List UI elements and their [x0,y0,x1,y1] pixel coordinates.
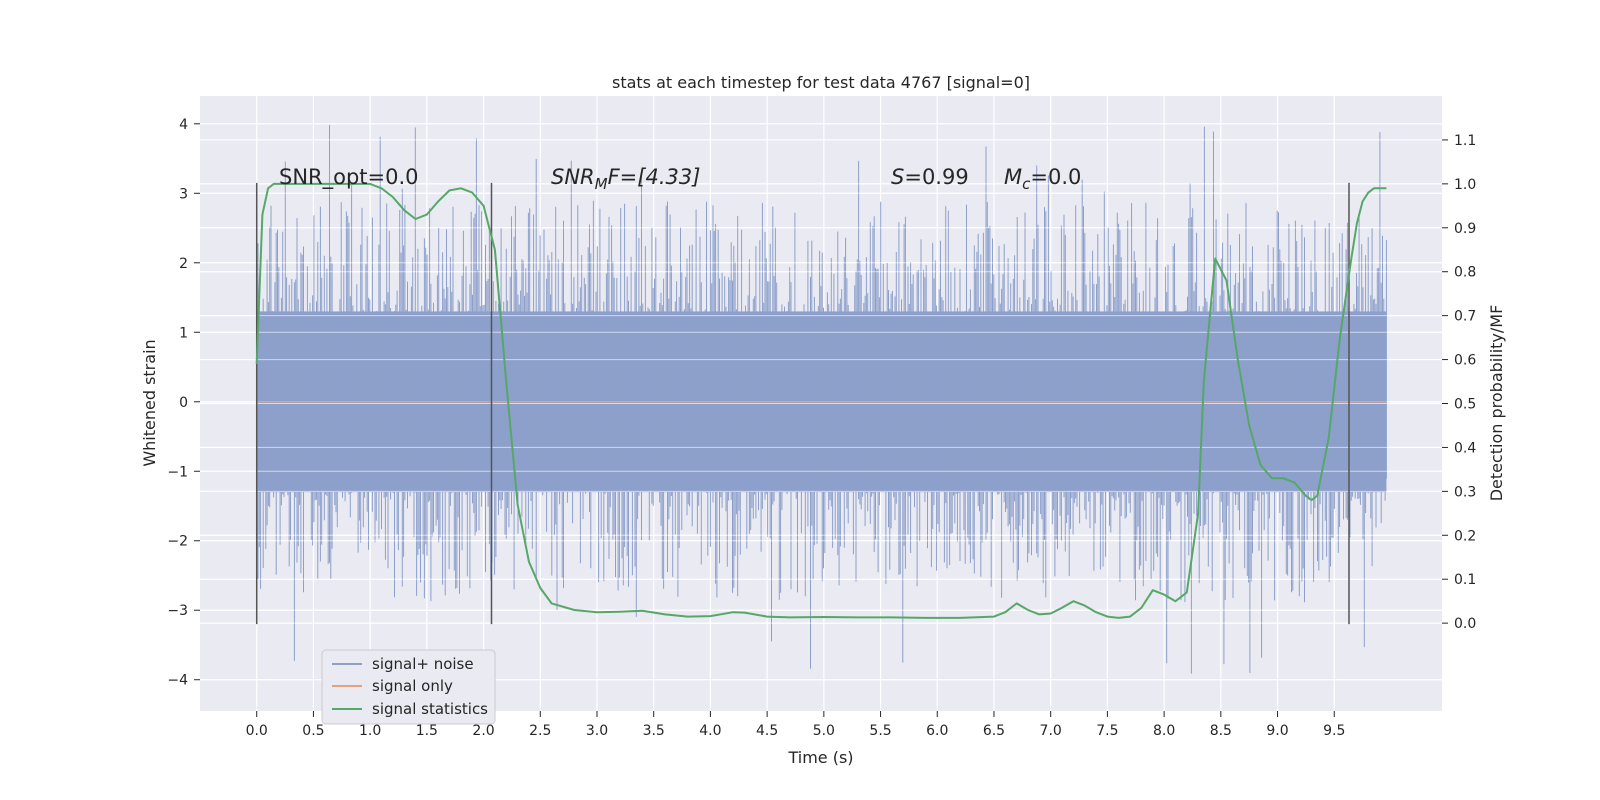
y-tick-label: −1 [167,464,188,480]
y-tick-labels: 4 3 2 1 0 −1 −2 −3 −4 [167,117,200,689]
x-tick-label: 1.5 [416,723,438,739]
annotation-s: S=0.99 [891,165,969,189]
x-tick-label: 8.5 [1210,723,1232,739]
x-tick-label: 6.0 [926,723,948,739]
x-tick-label: 5.0 [813,723,835,739]
x-tick-label: 9.5 [1323,723,1345,739]
right-y-axis-label: Detection probability/MF [1487,305,1506,502]
mc-base: M [1004,165,1022,189]
x-tick-label: 7.0 [1040,723,1062,739]
x-tick-label: 2.5 [529,723,551,739]
right-y-tick-label: 0.1 [1454,572,1476,588]
x-tick-label: 6.5 [983,723,1005,739]
x-tick-label: 3.0 [586,723,608,739]
right-y-tick-label: 0.5 [1454,397,1476,413]
right-y-tick-label: 0.0 [1454,616,1476,632]
right-y-tick-label: 1.1 [1454,133,1476,149]
x-tick-label: 0.0 [246,723,268,739]
x-tick-label: 7.5 [1096,723,1118,739]
annotation-mc: Mc=0.0 [1004,165,1081,193]
x-tick-label: 5.5 [869,723,891,739]
vertical-markers [255,182,1350,625]
y-tick-label: 3 [179,186,188,202]
legend-label-statistics: signal statistics [372,700,488,718]
x-tick-label: 0.5 [302,723,324,739]
mc-sub: c [1022,175,1031,193]
x-tick-label: 8.0 [1153,723,1175,739]
legend: signal+ noise signal only signal statist… [321,649,496,725]
right-y-tick-label: 0.9 [1454,221,1476,237]
chart-title: stats at each timestep for test data 476… [612,73,1030,92]
x-tick-label: 4.0 [699,723,721,739]
s-base: S [891,165,904,189]
legend-box [321,649,496,725]
right-y-tick-label: 0.7 [1454,309,1476,325]
x-axis-label: Time (s) [787,748,853,767]
y-tick-label: −4 [167,673,188,689]
right-y-tick-label: 0.6 [1454,353,1476,369]
right-y-tick-label: 0.3 [1454,484,1476,500]
y-tick-label: 4 [179,117,188,133]
right-y-tick-labels: 1.1 1.0 0.9 0.8 0.7 0.6 0.5 0.4 0.3 0.2 0.1 0.0 [1442,133,1476,632]
signal-statistics-line [255,182,1387,619]
x-tick-label: 3.5 [643,723,665,739]
x-tick-labels: 0.0 0.5 1.0 1.5 2.0 2.5 3.0 3.5 4.0 4.5 5.0 5.5 6.0 6… [246,711,1345,739]
snr-mf-base: SNR [551,165,595,189]
y-tick-label: −3 [167,603,188,619]
snr-mf-rest: F=[4.33] [608,165,701,189]
x-tick-label: 1.0 [359,723,381,739]
right-y-tick-label: 1.0 [1454,177,1476,193]
y-tick-label: −2 [167,534,188,550]
mc-rest: =0.0 [1030,165,1081,189]
snr-mf-sub: M [595,175,608,193]
right-y-tick-label: 0.8 [1454,265,1476,281]
s-rest: =0.99 [904,165,968,189]
y-tick-label: 0 [179,395,188,411]
annotation-snr-mf: SNRMF=[4.33] [551,165,700,193]
x-tick-label: 9.0 [1266,723,1288,739]
right-y-tick-label: 0.4 [1454,440,1476,456]
y-axis-label: Whitened strain [140,339,159,466]
signal-statistics-series [255,182,1387,619]
legend-label-signal-only: signal only [372,677,453,695]
x-tick-label: 2.0 [472,723,494,739]
legend-label-noise: signal+ noise [372,655,474,673]
x-tick-label: 4.5 [756,723,778,739]
y-tick-label: 1 [179,325,188,341]
annotation-snr-opt: SNR_opt=0.0 [279,165,419,190]
y-tick-label: 2 [179,256,188,272]
right-y-tick-label: 0.2 [1454,528,1476,544]
